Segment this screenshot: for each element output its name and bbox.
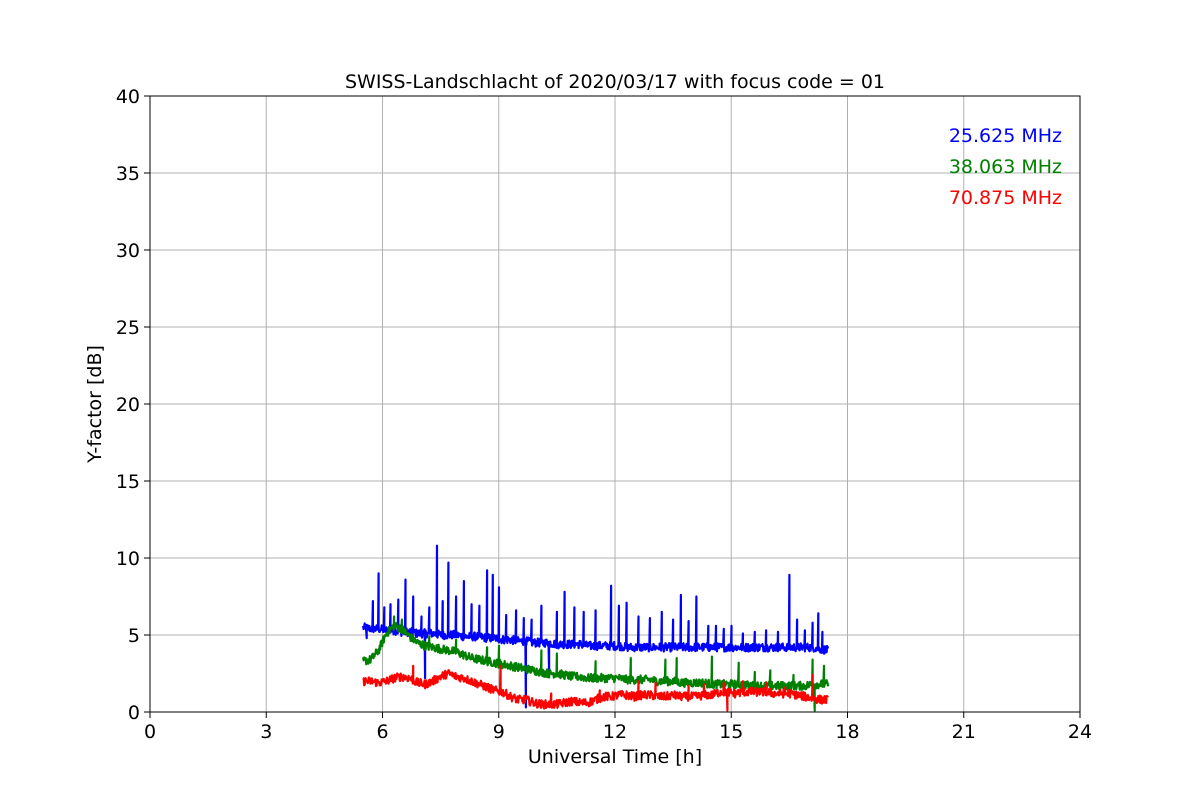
y-tick-label: 0 <box>128 702 140 724</box>
x-tick-label: 15 <box>719 721 743 743</box>
y-tick-label: 5 <box>128 625 140 647</box>
series-line <box>362 544 830 709</box>
y-tick-label: 35 <box>116 163 140 185</box>
grid-lines <box>149 95 1081 713</box>
series-line <box>362 664 829 712</box>
x-tick-label: 0 <box>144 721 156 743</box>
legend-entry-70-875: 70.875 MHz <box>949 187 1062 209</box>
legend: 25.625 MHz 38.063 MHz 70.875 MHz <box>949 125 1062 209</box>
x-axis-label: Universal Time [h] <box>528 746 702 768</box>
axis-ticks <box>144 95 1081 718</box>
series-2 <box>362 664 829 712</box>
x-tick-label: 21 <box>952 721 976 743</box>
y-tick-label: 15 <box>116 471 140 493</box>
y-tick-label: 10 <box>116 548 140 570</box>
axis-tick-labels: 0 3 6 9 12 15 18 21 24 0 5 10 15 20 25 30 35 40 <box>116 86 1092 743</box>
x-tick-label: 6 <box>376 721 388 743</box>
y-tick-label: 40 <box>116 86 140 108</box>
y-tick-label: 30 <box>116 240 140 262</box>
x-tick-label: 12 <box>603 721 627 743</box>
x-tick-label: 3 <box>260 721 272 743</box>
y-tick-label: 25 <box>116 317 140 339</box>
legend-entry-38-063: 38.063 MHz <box>949 156 1062 178</box>
y-tick-label: 20 <box>116 394 140 416</box>
y-axis-label: Y-factor [dB] <box>84 345 106 464</box>
x-tick-label: 18 <box>835 721 859 743</box>
legend-entry-25-625: 25.625 MHz <box>949 125 1062 147</box>
series-layer <box>362 544 830 712</box>
chart-title: SWISS-Landschlacht of 2020/03/17 with fo… <box>345 71 885 93</box>
x-tick-label: 24 <box>1068 721 1092 743</box>
x-tick-label: 9 <box>493 721 505 743</box>
series-0 <box>362 544 830 709</box>
